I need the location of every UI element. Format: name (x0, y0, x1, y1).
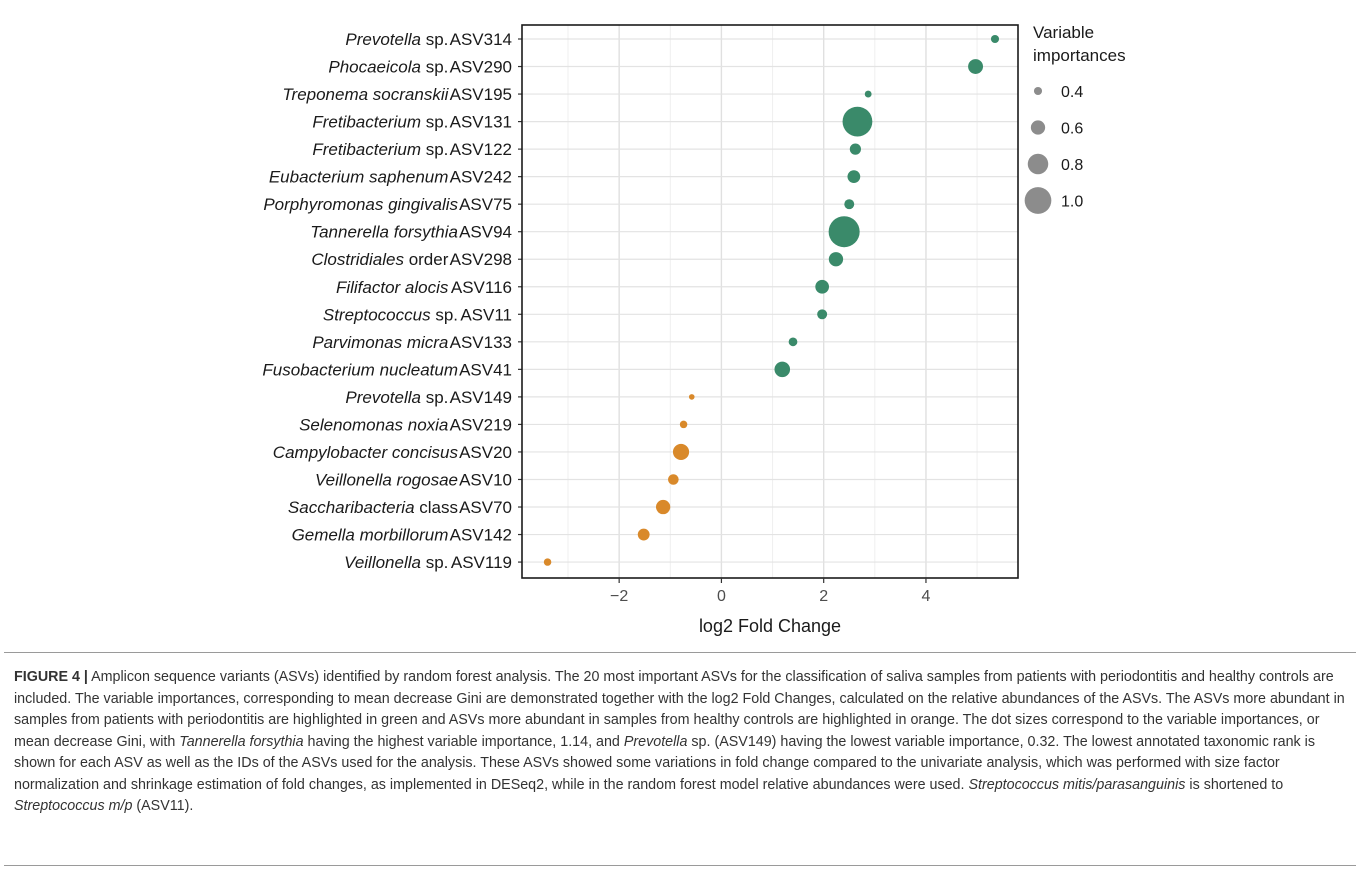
data-point (849, 143, 861, 155)
row-label-asv: ASV142 (450, 526, 512, 545)
row-label-asv: ASV41 (459, 360, 512, 379)
x-axis-ticks: −2 0 2 4 (610, 578, 931, 605)
legend-size-key (1027, 153, 1049, 175)
caption-italic-1: Tannerella forsythia (179, 733, 304, 750)
legend-size-key (1033, 86, 1043, 96)
caption-text-3: sp. (ASV149) having the lowest variable … (14, 733, 1315, 793)
row-label-asv: ASV70 (459, 498, 512, 517)
x-tick-label: −2 (610, 588, 628, 605)
row-label-asv: ASV20 (459, 443, 512, 462)
x-axis-title: log2 Fold Change (699, 616, 841, 636)
size-legend: Variable importances 0.4 0.6 0.8 1.0 (1024, 23, 1126, 214)
legend-label: 0.8 (1061, 157, 1083, 174)
data-point (672, 443, 690, 461)
figure-caption: FIGURE 4 | Amplicon sequence variants (A… (4, 652, 1356, 866)
data-point (817, 309, 828, 320)
row-label-taxon: Clostridiales order (311, 250, 448, 269)
legend-size-key (1024, 187, 1052, 214)
legend-label: 0.6 (1061, 121, 1083, 138)
row-label-taxon: Veillonella rogosae (315, 470, 458, 489)
row-label-asv: ASV116 (451, 278, 512, 297)
row-label-taxon: Eubacterium saphenum (269, 168, 449, 187)
data-point (815, 279, 829, 294)
row-label-taxon: Gemella morbillorum (292, 526, 449, 545)
data-point (828, 216, 860, 248)
row-label-asv: ASV75 (459, 195, 512, 214)
row-label-asv: ASV10 (459, 470, 512, 489)
row-label-asv: ASV94 (459, 223, 512, 242)
data-point (842, 106, 873, 137)
row-label-asv: ASV122 (450, 140, 512, 159)
row-label-asv: ASV298 (450, 250, 512, 269)
row-label-asv: ASV133 (450, 333, 512, 352)
row-label-taxon: Campylobacter concisus (273, 443, 459, 462)
caption-italic-4: Streptococcus m/p (14, 798, 133, 814)
data-point (668, 474, 679, 485)
row-label-asv: ASV314 (450, 30, 512, 49)
row-label-asv: ASV195 (450, 85, 512, 104)
data-point (828, 252, 844, 267)
caption-figure-label: FIGURE 4 | (14, 669, 88, 685)
row-label-asv: ASV219 (450, 415, 512, 434)
row-label-taxon: Fretibacterium sp. (312, 113, 448, 132)
row-label-taxon: Treponema socranskii (282, 85, 449, 104)
data-point (679, 420, 688, 429)
legend-title: Variable (1033, 23, 1094, 42)
row-label-taxon: Filifactor alocis (336, 278, 449, 297)
data-point (688, 394, 695, 400)
data-point (847, 170, 861, 184)
row-label-taxon: Prevotella sp. (345, 30, 448, 49)
data-point (637, 528, 650, 541)
row-label-asv: ASV119 (451, 553, 512, 572)
caption-italic-2: Prevotella (623, 733, 688, 750)
caption-text-1: Amplicon sequence variants (ASVs) identi… (14, 669, 1345, 750)
grid-lines (522, 25, 1018, 578)
row-label-asv: ASV149 (450, 388, 512, 407)
row-label-asv: ASV290 (450, 58, 512, 77)
caption-italic-3: Streptococcus mitis/parasanguinis (968, 776, 1186, 793)
data-point (788, 337, 798, 347)
row-label-taxon: Selenomonas noxia (299, 415, 448, 434)
legend-size-key (1030, 120, 1046, 135)
data-points (543, 34, 1000, 566)
data-point (543, 558, 552, 566)
data-point (844, 199, 855, 210)
row-label-asv: ASV131 (450, 113, 512, 132)
data-point (864, 90, 872, 98)
row-label-taxon: Porphyromonas gingivalis (263, 195, 458, 214)
row-label-asv: ASV11 (460, 305, 512, 324)
row-label-taxon: Phocaeicola sp. (328, 58, 448, 77)
x-tick-label: 4 (922, 588, 931, 605)
data-point (968, 59, 984, 74)
row-label-taxon: Tannerella forsythia (310, 223, 458, 242)
row-label-taxon: Veillonella sp. (344, 553, 448, 572)
row-label-asv: ASV242 (450, 168, 512, 187)
legend-label: 1.0 (1061, 194, 1083, 211)
x-tick-label: 2 (819, 588, 828, 605)
plot-panel-border (521, 24, 1019, 579)
row-label-taxon: Fusobacterium nucleatum (262, 360, 458, 379)
caption-text-2: having the highest variable importance, … (303, 733, 624, 750)
caption-text-5: (ASV11). (132, 798, 194, 814)
data-point (990, 34, 1000, 44)
row-label-taxon: Parvimonas micra (312, 333, 448, 352)
legend-title: importances (1033, 46, 1126, 65)
row-label-taxon: Fretibacterium sp. (312, 140, 448, 159)
caption-text-4: is shortened to (1185, 776, 1284, 793)
legend-label: 0.4 (1061, 84, 1083, 101)
x-tick-label: 0 (717, 588, 726, 605)
row-label-taxon: Streptococcus sp. (323, 305, 458, 324)
row-label-taxon: Prevotella sp. (345, 388, 448, 407)
data-point (774, 361, 791, 378)
data-point (655, 499, 671, 515)
row-label-taxon: Saccharibacteria class (288, 498, 458, 517)
